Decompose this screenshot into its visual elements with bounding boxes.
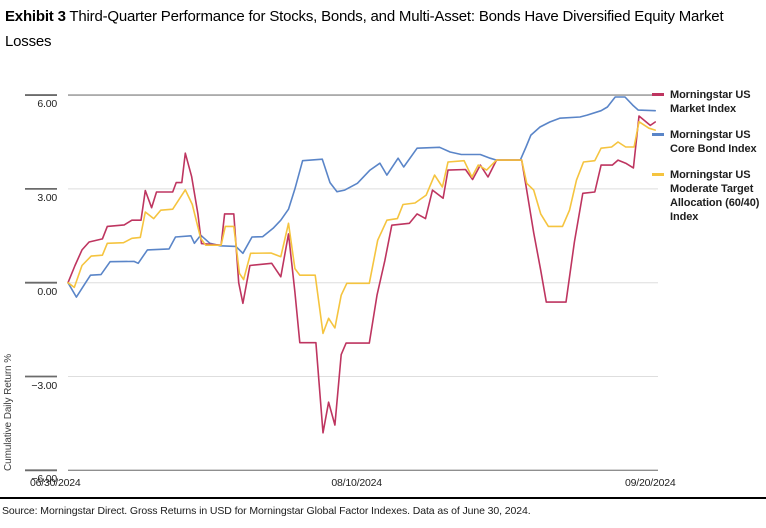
legend-dash-icon xyxy=(652,93,664,96)
series-line-morningstar-us-moderate-target-allocation-60-40-index xyxy=(67,120,657,335)
legend-item-core-bond-index: Morningstar US Core Bond Index xyxy=(652,128,764,156)
legend-label: Morningstar US Market Index xyxy=(670,89,751,115)
legend-dash-icon xyxy=(652,133,664,136)
legend-dash-icon xyxy=(652,173,664,176)
exhibit-title: Exhibit 3 Third-Quarter Performance for … xyxy=(5,4,753,54)
y-tick-label: −3.00 xyxy=(31,379,57,392)
legend-item-market-index: Morningstar US Market Index xyxy=(652,88,764,116)
footer-divider xyxy=(0,497,766,499)
legend-label: Morningstar US Moderate Target Allocatio… xyxy=(670,169,760,223)
y-tick-label: 6.00 xyxy=(37,98,57,111)
y-tick-label: 0.00 xyxy=(37,285,57,298)
series-line-morningstar-us-core-bond-index xyxy=(67,96,657,298)
x-tick-label: 08/10/2024 xyxy=(331,477,382,489)
legend-label: Morningstar US Core Bond Index xyxy=(670,129,757,155)
chart-legend: Morningstar US Market Index Morningstar … xyxy=(652,88,764,224)
exhibit-number-label: Exhibit 3 xyxy=(5,8,66,25)
y-tick-label: 3.00 xyxy=(37,191,57,204)
source-note: Source: Morningstar Direct. Gross Return… xyxy=(2,505,531,517)
series-line-morningstar-us-market-index xyxy=(67,115,657,434)
y-tick-label: −6.00 xyxy=(31,473,57,486)
exhibit-title-text: Third-Quarter Performance for Stocks, Bo… xyxy=(5,8,724,50)
legend-item-moderate-allocation-index: Morningstar US Moderate Target Allocatio… xyxy=(652,168,764,224)
x-tick-label: 06/30/2024 xyxy=(30,477,81,489)
x-tick-label: 09/20/2024 xyxy=(624,477,676,489)
